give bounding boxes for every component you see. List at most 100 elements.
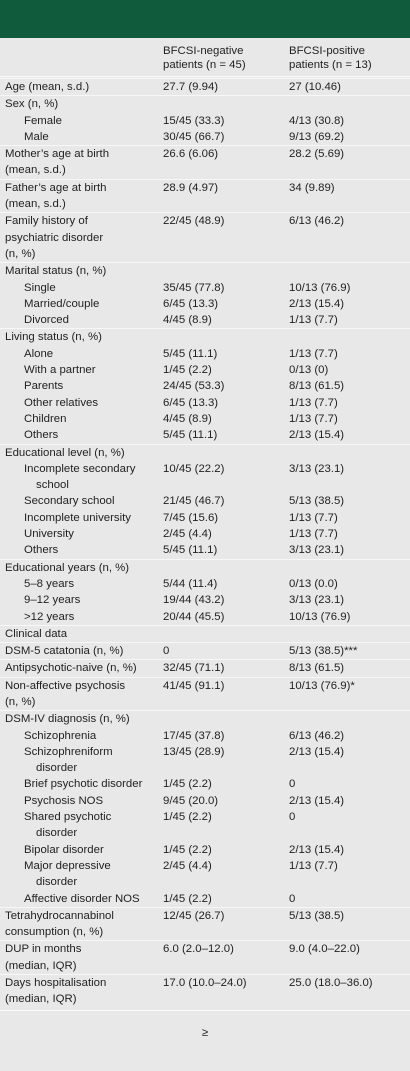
cell: 1/45 (2.2): [158, 842, 284, 858]
row-label-cell: >12 years: [0, 609, 158, 625]
row-label-cell: Educational level (n, %): [0, 445, 158, 461]
row-label: Non-affective psychosis (n, %): [5, 679, 126, 708]
table-footer: ≥: [0, 1009, 410, 1071]
table-row: With a partner 1/45 (2.2) 0/13 (0): [0, 362, 410, 378]
cell: 1/45 (2.2): [158, 776, 284, 792]
cell: 1/13 (7.7): [284, 395, 410, 411]
table-row: Antipsychotic-naive (n, %) 32/45 (71.1) 8/…: [0, 659, 410, 676]
row-label-cell: DSM-IV diagnosis (n, %): [0, 711, 158, 727]
cell: 24/45 (53.3): [158, 378, 284, 394]
row-label-cell: Other relatives: [0, 395, 158, 411]
cell: 2/13 (15.4): [284, 296, 410, 312]
cell: 6/45 (13.3): [158, 395, 284, 411]
cell: 30/45 (66.7): [158, 129, 284, 145]
table-row: Non-affective psychosis (n, %) 41/45 (91.…: [0, 676, 410, 711]
cell-value: 41/45 (91.1): [163, 679, 225, 692]
cell-value: 6/45 (13.3): [163, 297, 219, 310]
row-label: Others: [24, 429, 59, 442]
cell-value: 0: [289, 811, 296, 824]
table-row: Secondary school 21/45 (46.7) 5/13 (38.5): [0, 493, 410, 509]
row-label-cell: Marital status (n, %): [0, 263, 158, 279]
cell-value: 12/45 (26.7): [163, 909, 225, 922]
cell: 2/13 (15.4): [284, 842, 410, 858]
row-label-cell: Sex (n, %): [0, 96, 158, 112]
cell: 25.0 (18.0–36.0): [284, 975, 410, 1008]
row-label-cell: Schizophreniform disorder: [0, 744, 158, 777]
cell-value: 4/13 (30.8): [289, 114, 345, 127]
cell: 27.7 (9.94): [158, 79, 284, 95]
cell: 6/13 (46.2): [284, 213, 410, 262]
cell: 35/45 (77.8): [158, 280, 284, 296]
row-label: Antipsychotic-naive (n, %): [5, 662, 137, 675]
cell-value: 30/45 (66.7): [163, 130, 225, 143]
table-row: Others 5/45 (11.1) 2/13 (15.4): [0, 427, 410, 443]
table-row: Sex (n, %): [0, 95, 410, 112]
cell-value: 2/13 (15.4): [289, 843, 345, 856]
cell-value: 9.0 (4.0–22.0): [289, 943, 360, 956]
row-label: Parents: [24, 380, 64, 393]
cell: 0: [158, 643, 284, 659]
cell: 8/13 (61.5): [284, 378, 410, 394]
cell-value: 5/44 (11.4): [163, 577, 218, 590]
cell: 6/45 (13.3): [158, 296, 284, 312]
cell-value: 10/13 (76.9)*: [289, 679, 355, 692]
row-label: Incomplete university: [24, 511, 131, 524]
cell: 13/45 (28.9): [158, 744, 284, 777]
table-row: Mother’s age at birth (mean, s.d.) 26.6 (…: [0, 145, 410, 179]
row-label: Bipolar disorder: [24, 843, 104, 856]
cell-value: 15/45 (33.3): [163, 114, 225, 127]
table-row: Other relatives 6/45 (13.3) 1/13 (7.7): [0, 395, 410, 411]
cell-value: 32/45 (71.1): [163, 662, 225, 675]
table-row: Tetrahydrocannabinol consumption (n, %) 1…: [0, 906, 410, 941]
row-label-cell: Bipolar disorder: [0, 842, 158, 858]
row-label-cell: Non-affective psychosis (n, %): [0, 678, 158, 711]
cell-value: 9/13 (69.2): [289, 130, 345, 143]
cell: 3/13 (23.1): [284, 542, 410, 558]
row-label-cell: DSM-5 catatonia (n, %): [0, 643, 158, 659]
row-label: Living status (n, %): [5, 331, 102, 344]
cell: 27 (10.46): [284, 79, 410, 95]
cell: 4/13 (30.8): [284, 113, 410, 129]
table-row: Incomplete university 7/45 (15.6) 1/13 (7.…: [0, 510, 410, 526]
row-label-cell: Tetrahydrocannabinol consumption (n, %): [0, 908, 158, 941]
row-label: Sex (n, %): [5, 98, 59, 111]
cell-value: 7/45 (15.6): [163, 511, 219, 524]
row-label-cell: Brief psychotic disorder: [0, 776, 158, 792]
cell: 12/45 (26.7): [158, 908, 284, 941]
table-row: Educational years (n, %): [0, 558, 410, 576]
row-label-cell: Shared psychotic disorder: [0, 809, 158, 842]
row-label: Schizophreniform disorder: [24, 745, 113, 775]
cell-value: 17.0 (10.0–24.0): [163, 977, 247, 990]
cell: [158, 263, 284, 279]
table-row: DSM-IV diagnosis (n, %): [0, 710, 410, 727]
row-label: Female: [24, 114, 62, 127]
row-label-cell: Antipsychotic-naive (n, %): [0, 660, 158, 676]
column-header: BFCSI-positive patients (n = 13): [289, 45, 372, 71]
row-label-cell: Married/couple: [0, 296, 158, 312]
cell: 2/13 (15.4): [284, 744, 410, 777]
cell-value: 8/13 (61.5): [289, 380, 345, 393]
row-label: 9–12 years: [24, 594, 81, 607]
table-body: Age (mean, s.d.) 27.7 (9.94) 27 (10.46) Sex…: [0, 77, 410, 1008]
cell: [158, 626, 284, 642]
cell: 1/13 (7.7): [284, 510, 410, 526]
table-row: DSM-5 catatonia (n, %) 0 5/13 (38.5)***: [0, 642, 410, 659]
cell-value: 2/13 (15.4): [289, 297, 345, 310]
cell: 5/45 (11.1): [158, 542, 284, 558]
cell: [158, 711, 284, 727]
cell: 1/13 (7.7): [284, 526, 410, 542]
row-label: Educational years (n, %): [5, 561, 130, 574]
cell-value: 2/45 (4.4): [163, 859, 212, 872]
row-label: With a partner: [24, 364, 96, 377]
cell-value: 5/13 (38.5): [289, 909, 345, 922]
row-label: Mother’s age at birth (mean, s.d.): [5, 148, 110, 177]
row-label: 5–8 years: [24, 577, 75, 590]
row-label: Marital status (n, %): [5, 265, 107, 278]
cell-value: 1/13 (7.7): [289, 314, 338, 327]
table-row: Married/couple 6/45 (13.3) 2/13 (15.4): [0, 296, 410, 312]
row-label-cell: Clinical data: [0, 626, 158, 642]
cell-value: 28.2 (5.69): [289, 148, 345, 161]
cell: 3/13 (23.1): [284, 461, 410, 494]
cell-value: 24/45 (53.3): [163, 380, 225, 393]
